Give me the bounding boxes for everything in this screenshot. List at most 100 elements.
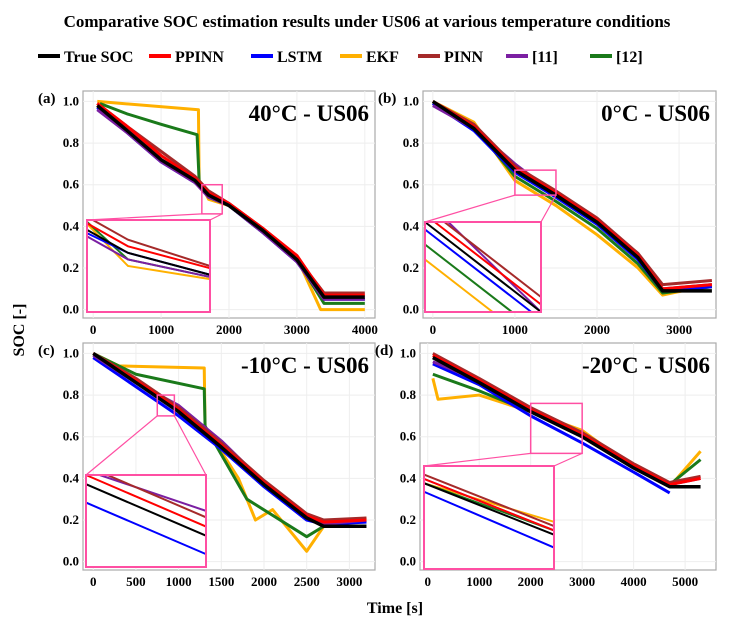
- x-tick-label: 3000: [569, 574, 595, 589]
- y-tick-label: 0.8: [403, 135, 420, 150]
- x-tick-label: 2500: [294, 574, 320, 589]
- legend-label: [11]: [532, 49, 558, 66]
- series-line-true-soc: [96, 104, 365, 299]
- x-axis-label: Time [s]: [367, 600, 423, 617]
- inset-series-line-ref12ref: [424, 243, 513, 313]
- y-tick-label: 0.2: [63, 260, 79, 275]
- x-tick-label: 1000: [148, 322, 174, 337]
- inset-series-line-pinn: [423, 473, 555, 528]
- x-tick-label: 3000: [336, 574, 362, 589]
- inset-series-line-true-soc: [424, 221, 542, 313]
- x-tick-label: 0: [90, 322, 97, 337]
- panel-title: 0°C - US06: [601, 101, 710, 126]
- panel-c: 0 500 1000 1500 2000 2500 3000 0.0 0.2 0.4 0.6 0.8 1…: [38, 342, 376, 589]
- y-tick-label: 0.0: [63, 554, 79, 569]
- inset-series-line-pinn: [107, 474, 207, 519]
- panel-a: 0 1000 2000 3000 4000 0.0 0.2 0.4 0.6 0.8 1.0 (a) 40…: [38, 90, 378, 337]
- inset-series-line-lstm: [423, 490, 555, 549]
- panel-label: (c): [38, 343, 55, 359]
- inset-frame: [85, 474, 207, 568]
- legend-label: LSTM: [277, 49, 322, 66]
- panel-label: (b): [378, 91, 396, 107]
- legend-label: PPINN: [175, 49, 224, 66]
- legend: True SOC PPINN LSTM EKF PINN [11] [12]: [38, 49, 643, 66]
- panel-d: 0 1000 2000 3000 4000 5000 0.0 0.2 0.4 0.6 0.8 1.0 (…: [375, 342, 717, 589]
- series-line-true-soc: [92, 351, 367, 529]
- panel-b: 0 1000 2000 3000 0.0 0.2 0.4 0.6 0.8 1.0 (b) 0°C - …: [378, 90, 717, 337]
- zoom-box: [514, 169, 557, 196]
- inset-series-line-ref11ref: [86, 235, 211, 278]
- zoom-box: [529, 402, 583, 455]
- y-tick-label: 1.0: [403, 93, 419, 108]
- x-tick-label: 0: [424, 574, 431, 589]
- inset-background: [86, 475, 206, 567]
- inset-series-line-ppinn: [85, 474, 207, 528]
- y-tick-label: 0.2: [403, 260, 419, 275]
- y-tick-label: 0.0: [400, 554, 416, 569]
- x-tick-label: 2000: [518, 574, 544, 589]
- x-tick-label: 3000: [666, 322, 692, 337]
- zoom-connector: [424, 194, 516, 223]
- x-tick-label: 1500: [208, 574, 234, 589]
- legend-label: True SOC: [64, 49, 133, 66]
- chart-title: Comparative SOC estimation results under…: [64, 12, 671, 31]
- inset-series-line-ekf: [424, 258, 494, 313]
- y-tick-label: 0.4: [403, 218, 420, 233]
- inset-series-line-ppinn: [423, 477, 555, 532]
- y-tick-label: 0.4: [63, 218, 80, 233]
- x-tick-label: 1000: [166, 574, 192, 589]
- legend-label: EKF: [366, 49, 399, 66]
- inset-series-line-true-soc: [423, 482, 555, 536]
- series-line-lstm: [432, 362, 671, 495]
- inset-series-line-ref11ref: [99, 474, 207, 512]
- panel-title: 40°C - US06: [249, 101, 369, 126]
- zoom-connector: [540, 194, 557, 223]
- y-tick-label: 0.6: [63, 429, 80, 444]
- y-tick-label: 0.4: [400, 470, 417, 485]
- x-tick-label: 4000: [621, 574, 647, 589]
- inset-series-line-ppinn: [86, 222, 211, 270]
- inset-series-line-true-soc: [85, 483, 207, 537]
- legend-label: PINN: [444, 49, 484, 66]
- inset-series-line-pinn: [443, 221, 542, 298]
- zoom-connector: [85, 415, 158, 476]
- inset-frame: [424, 221, 542, 313]
- series-line-ppinn: [96, 102, 365, 297]
- y-tick-label: 0.0: [403, 302, 419, 317]
- panel-title: -10°C - US06: [241, 353, 369, 378]
- zoom-connector: [423, 452, 531, 467]
- y-tick-label: 1.0: [400, 345, 416, 360]
- inset-frame: [423, 465, 555, 570]
- x-tick-label: 3000: [284, 322, 310, 337]
- inset-series-line-true-soc: [86, 228, 211, 276]
- y-axis-label: SOC [-]: [11, 304, 28, 357]
- inset-frame: [86, 219, 211, 313]
- y-tick-label: 0.2: [400, 512, 416, 527]
- panels: 0 1000 2000 3000 4000 0.0 0.2 0.4 0.6 0.8 1.0 (a) 40…: [38, 90, 717, 589]
- series-line-true-soc: [431, 99, 712, 293]
- x-tick-label: 2000: [216, 322, 242, 337]
- zoom-connector: [209, 213, 223, 221]
- y-tick-label: 0.8: [63, 135, 80, 150]
- y-tick-label: 0.2: [63, 512, 79, 527]
- x-tick-label: 500: [126, 574, 146, 589]
- inset-plot: [423, 473, 555, 549]
- zoom-connector: [173, 415, 207, 476]
- inset-plot: [85, 474, 207, 556]
- inset-series-line-pinn: [92, 219, 211, 267]
- inset-series-line-ekf: [423, 482, 555, 523]
- legend-label: [12]: [616, 49, 643, 66]
- x-tick-label: 2000: [584, 322, 610, 337]
- zoom-connector: [553, 452, 583, 467]
- y-tick-label: 0.8: [63, 387, 80, 402]
- inset-series-line-lstm: [85, 501, 207, 556]
- x-tick-label: 0: [90, 574, 97, 589]
- inset-series-line-ppinn: [434, 221, 542, 306]
- y-tick-label: 0.6: [403, 177, 420, 192]
- panel-label: (a): [38, 91, 56, 107]
- zoom-box: [156, 394, 176, 417]
- y-tick-label: 0.8: [400, 387, 417, 402]
- x-tick-label: 4000: [352, 322, 378, 337]
